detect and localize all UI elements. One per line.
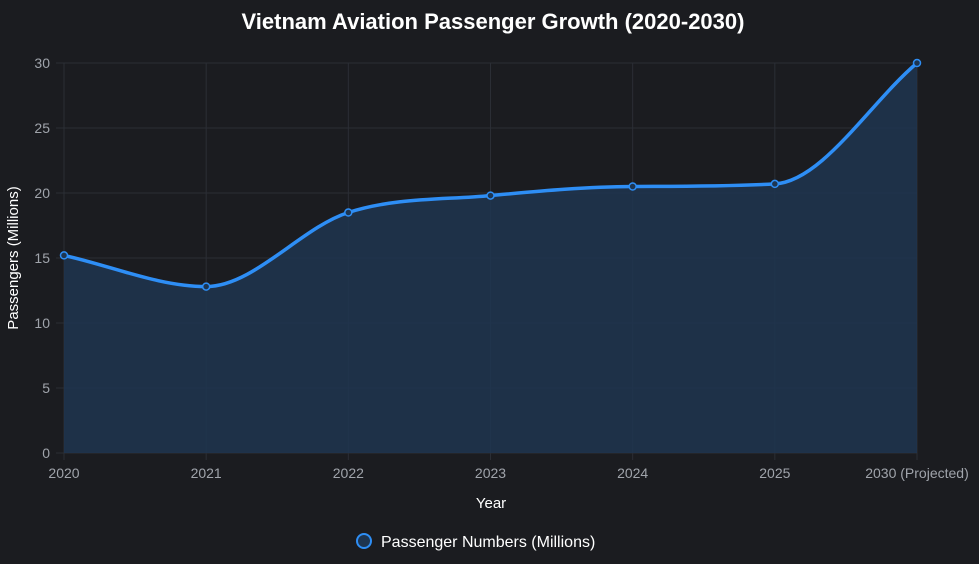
data-point[interactable] bbox=[201, 282, 211, 291]
y-tick-label: 5 bbox=[42, 380, 50, 396]
y-tick-label: 30 bbox=[34, 55, 50, 71]
y-tick-label: 10 bbox=[34, 315, 50, 331]
x-axis-title: Year bbox=[476, 495, 506, 512]
x-tick-label: 2021 bbox=[191, 465, 222, 481]
data-point[interactable] bbox=[486, 191, 495, 200]
y-tick-label: 15 bbox=[34, 250, 50, 266]
x-tick-label: 2025 bbox=[759, 465, 790, 481]
data-point[interactable] bbox=[770, 179, 780, 189]
y-axis-title: Passengers (Millions) bbox=[5, 186, 22, 329]
x-tick-label: 2020 bbox=[48, 465, 79, 481]
data-point[interactable] bbox=[912, 58, 922, 68]
x-tick-label: 2022 bbox=[333, 465, 364, 481]
chart-title: Vietnam Aviation Passenger Growth (2020-… bbox=[242, 9, 745, 34]
data-point[interactable] bbox=[59, 251, 69, 260]
x-tick-label: 2023 bbox=[475, 465, 506, 481]
legend[interactable]: Passenger Numbers (Millions) bbox=[356, 533, 595, 551]
legend-marker-icon bbox=[356, 533, 372, 549]
data-point[interactable] bbox=[628, 182, 637, 191]
y-tick-label: 25 bbox=[34, 120, 50, 136]
y-tick-label: 20 bbox=[34, 185, 50, 201]
y-tick-label: 0 bbox=[42, 445, 50, 461]
data-point[interactable] bbox=[344, 208, 353, 217]
x-axis-ticks: 2020 2021 2022 2023 2024 2025 2030 (Projected) bbox=[48, 465, 968, 481]
area-fill bbox=[64, 63, 917, 453]
legend-label: Passenger Numbers (Millions) bbox=[381, 534, 595, 551]
x-tick-label: 2024 bbox=[617, 465, 648, 481]
data-points bbox=[59, 58, 922, 291]
y-axis-ticks: 0 5 10 15 20 25 30 bbox=[34, 55, 50, 461]
x-tick-label: 2030 (Projected) bbox=[865, 465, 969, 481]
